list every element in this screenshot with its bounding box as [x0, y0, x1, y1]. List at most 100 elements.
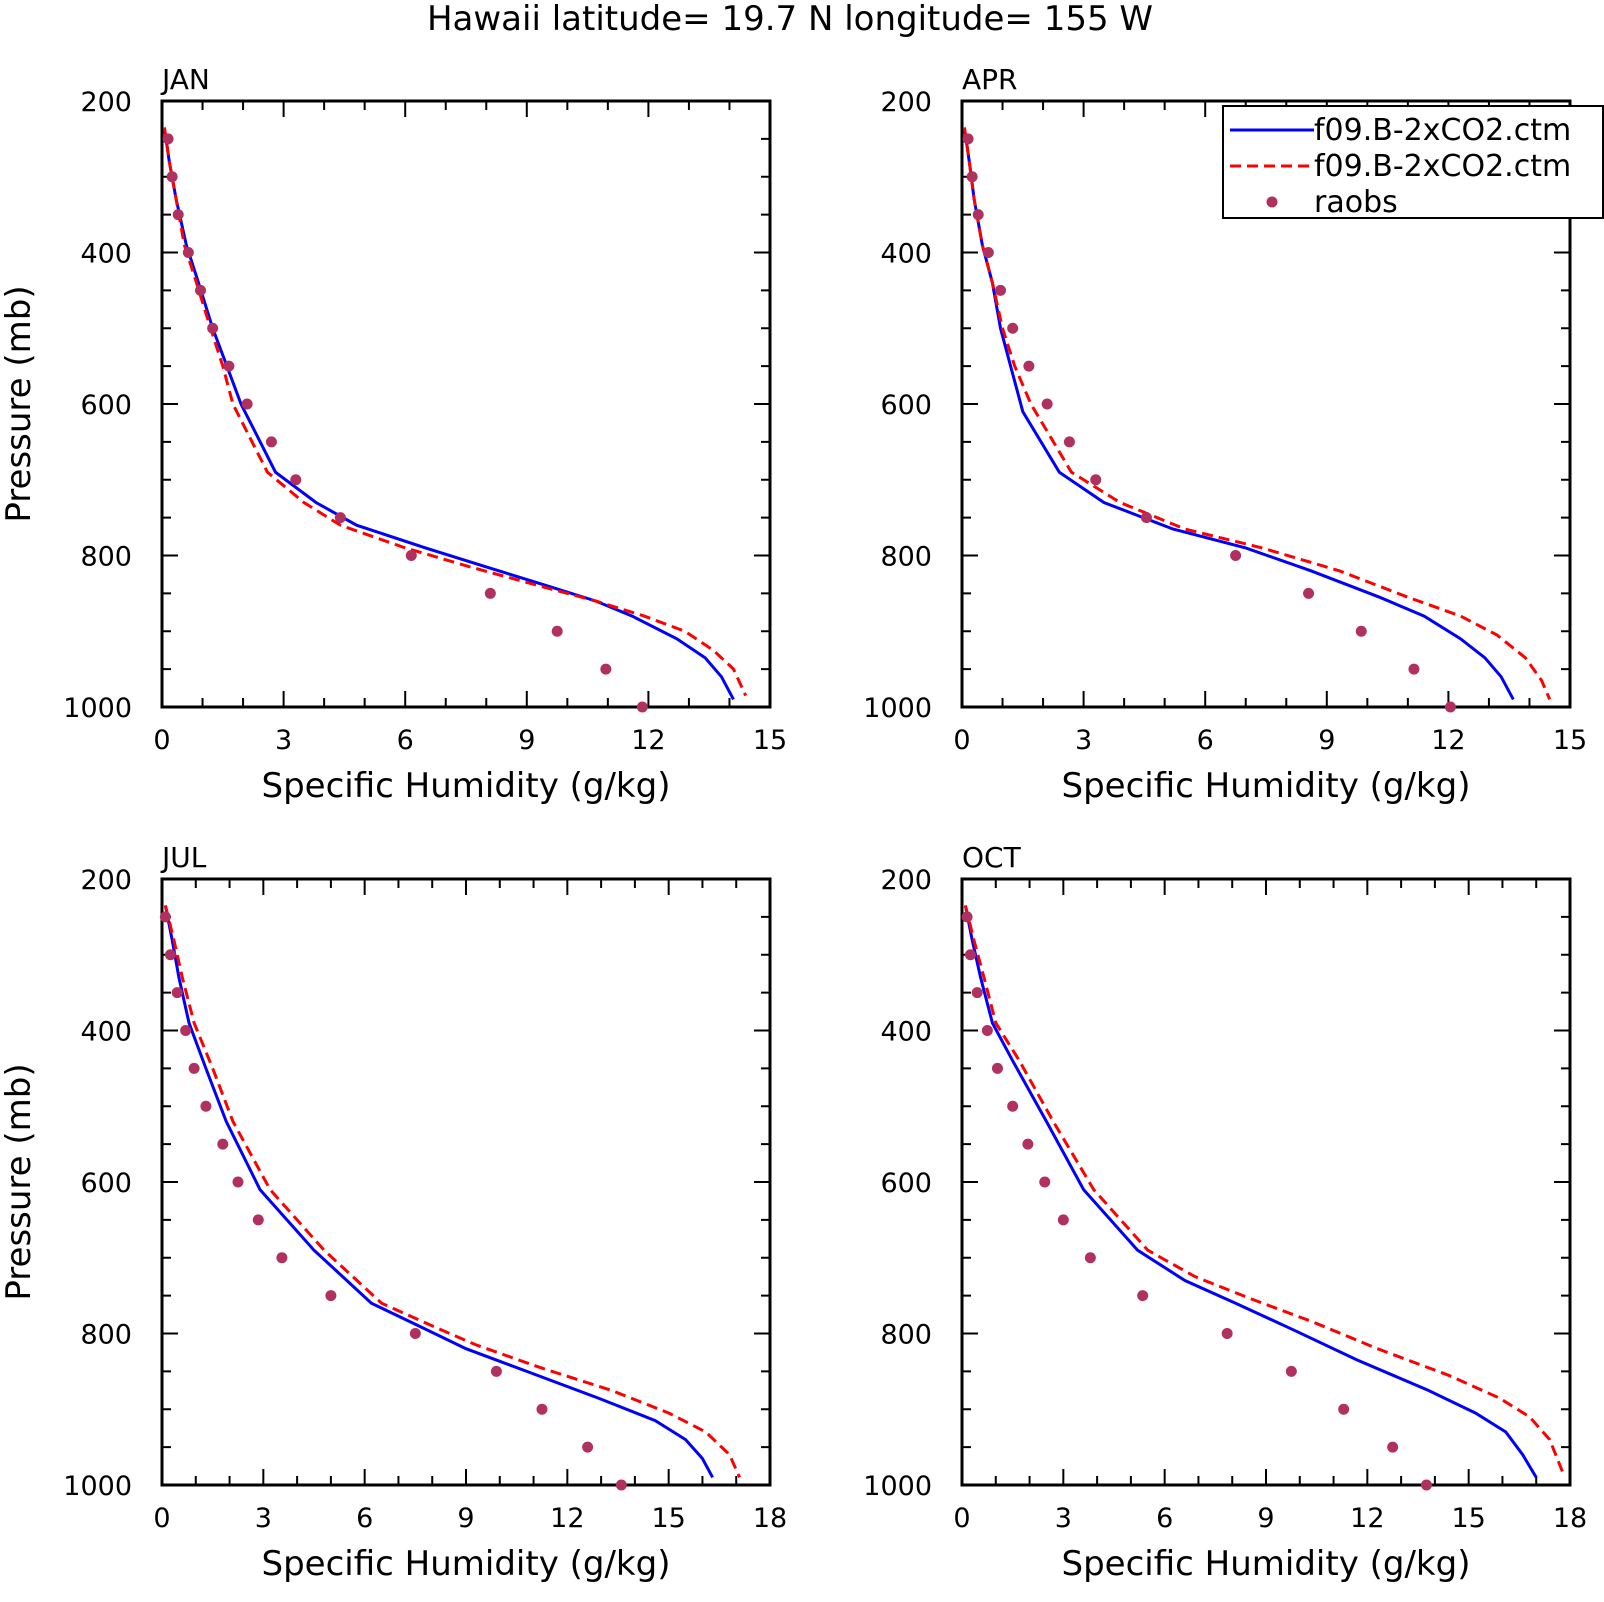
raobs-point: [1285, 1365, 1297, 1377]
raobs-point: [982, 247, 994, 258]
x-tick-label: 3: [255, 1503, 272, 1534]
raobs-point: [971, 987, 983, 999]
y-tick-label: 1000: [863, 693, 932, 724]
legend-label: f09.B-2xCO2.ctm: [1314, 149, 1571, 184]
y-tick-label: 800: [880, 1320, 932, 1351]
raobs-point: [1338, 1403, 1350, 1415]
y-tick-label: 400: [880, 1017, 932, 1048]
raobs-point: [159, 911, 171, 923]
y-tick-label: 1000: [863, 1471, 932, 1502]
raobs-point: [223, 360, 235, 372]
plot-frame: [160, 877, 772, 1487]
legend-label: f09.B-2xCO2.ctm: [1314, 113, 1571, 148]
y-axis-label: Pressure (mb): [0, 285, 39, 522]
raobs-point: [1057, 1214, 1069, 1226]
panel-oct: OCT 0 3 6 9 12 15 18 200 400 600 800 1000 Specific Hu…: [863, 841, 1587, 1584]
y-tick-label: 400: [880, 239, 932, 270]
y-axis-label: Pressure (mb): [0, 1063, 39, 1300]
x-tick-label: 6: [1156, 1503, 1173, 1534]
raobs-point: [964, 949, 976, 961]
raobs-point: [1408, 663, 1420, 675]
raobs-point: [1090, 474, 1102, 486]
raobs-point: [1230, 550, 1242, 561]
panel-title: JUL: [160, 841, 207, 874]
raobs-point: [962, 133, 974, 145]
raobs-point: [409, 1328, 421, 1339]
raobs-point: [325, 1290, 337, 1302]
y-tick-label: 1000: [63, 1471, 132, 1502]
panel-jul: JUL 0 3 6 9 12 15 18 200 400 600 800 1000 Specific Hu…: [0, 841, 787, 1584]
y-tick-label: 400: [80, 239, 132, 270]
raobs-point: [1355, 625, 1367, 637]
raobs-point: [252, 1214, 264, 1226]
figure-title: Hawaii latitude= 19.7 N longitude= 155 W: [427, 0, 1153, 39]
x-tick-label: 18: [753, 1503, 787, 1534]
y-tick-label: 600: [880, 1168, 932, 1199]
x-tick-label: 0: [153, 725, 170, 756]
x-tick-label: 12: [1350, 1503, 1384, 1534]
raobs-point: [1084, 1252, 1096, 1264]
panel-title: JAN: [160, 63, 210, 96]
series-raobs: [962, 133, 1456, 713]
raobs-point: [182, 247, 194, 258]
raobs-point: [961, 911, 973, 923]
x-tick-label: 0: [953, 1503, 970, 1534]
raobs-point: [290, 474, 302, 486]
raobs-point: [1023, 360, 1035, 372]
plot-frame: [160, 99, 772, 709]
raobs-point: [1137, 1290, 1149, 1302]
raobs-point: [232, 1176, 244, 1188]
y-tick-label: 800: [80, 1320, 132, 1351]
x-axis-label: Specific Humidity (g/kg): [1062, 766, 1471, 806]
raobs-point: [615, 1479, 627, 1491]
raobs-point: [981, 1025, 993, 1036]
series-line-solid: [163, 905, 714, 1479]
x-tick-label: 6: [1197, 725, 1214, 756]
legend-box: [1222, 105, 1604, 219]
y-tick-label: 400: [80, 1017, 132, 1048]
raobs-point: [1221, 1328, 1233, 1339]
x-tick-label: 12: [550, 1503, 584, 1534]
x-tick-label: 15: [651, 1503, 685, 1534]
raobs-point: [405, 550, 417, 561]
y-tick-label: 800: [880, 542, 932, 573]
x-tick-label: 9: [1318, 725, 1335, 756]
x-tick-label: 15: [1553, 725, 1587, 756]
raobs-point: [1039, 1176, 1051, 1188]
y-tick-label: 1000: [63, 693, 132, 724]
y-tick-label: 200: [80, 87, 132, 118]
y-tick-label: 200: [880, 865, 932, 896]
panel-title: APR: [962, 63, 1018, 96]
series-line-solid: [162, 127, 735, 701]
plot-frame: [960, 877, 1572, 1487]
panel-title: OCT: [962, 841, 1022, 874]
raobs-point: [966, 171, 978, 183]
x-tick-label: 3: [275, 725, 292, 756]
y-tick-label: 800: [80, 542, 132, 573]
raobs-point: [172, 209, 184, 221]
raobs-point: [180, 1025, 192, 1036]
y-tick-label: 600: [880, 390, 932, 421]
series-line-dashed: [962, 127, 1552, 700]
raobs-point: [265, 436, 277, 448]
raobs-point: [1420, 1479, 1432, 1491]
series-line-dashed: [162, 127, 748, 697]
raobs-point: [536, 1403, 548, 1415]
raobs-point: [484, 587, 496, 599]
raobs-point: [171, 987, 183, 999]
raobs-point: [582, 1441, 594, 1453]
raobs-point: [1041, 398, 1053, 410]
raobs-point: [1140, 512, 1152, 524]
raobs-point: [162, 133, 174, 145]
x-tick-label: 12: [1431, 725, 1465, 756]
x-tick-label: 12: [631, 725, 665, 756]
series-raobs: [961, 911, 1432, 1491]
series-line-solid: [963, 905, 1538, 1479]
x-axis-label: Specific Humidity (g/kg): [1062, 1544, 1471, 1584]
x-tick-label: 3: [1075, 725, 1092, 756]
raobs-point: [490, 1365, 502, 1377]
x-tick-label: 15: [753, 725, 787, 756]
series-line-dashed: [963, 905, 1565, 1475]
